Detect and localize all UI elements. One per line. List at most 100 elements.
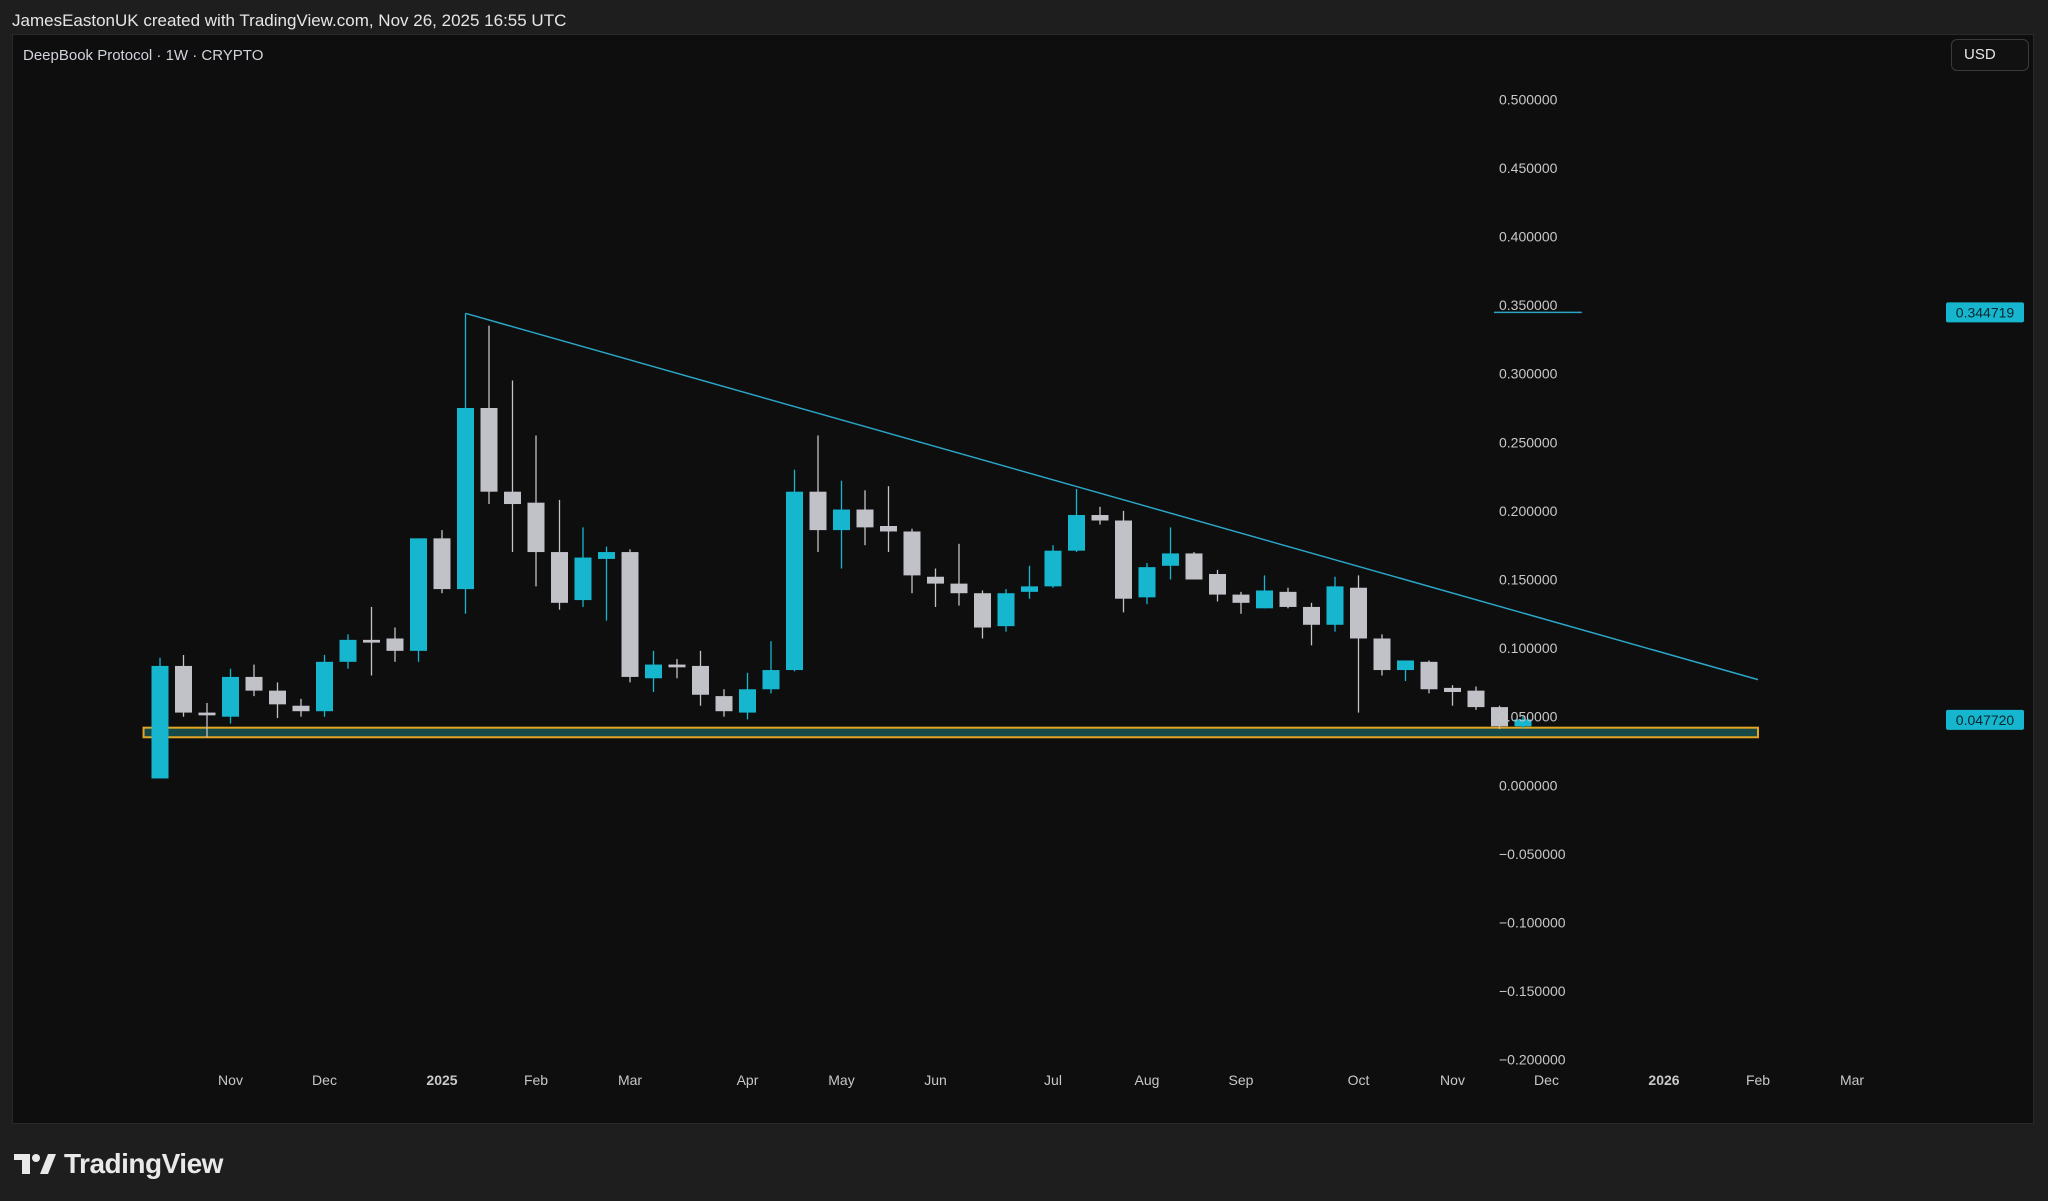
- y-axis-tick-label: 0.250000: [1499, 434, 1558, 450]
- y-axis-tick-label: 0.150000: [1499, 572, 1558, 588]
- candle-body: [433, 538, 451, 590]
- candle-body: [927, 576, 944, 584]
- x-axis-tick-label: Apr: [737, 1072, 759, 1088]
- candle-body: [762, 670, 780, 690]
- candle-body: [903, 531, 921, 576]
- candle-body: [1303, 606, 1320, 625]
- price-level-badge: [1946, 709, 2024, 730]
- candle-body: [574, 557, 592, 601]
- candle-body: [551, 552, 568, 603]
- y-axis-tick-label: 0.100000: [1499, 640, 1558, 656]
- candle-body: [292, 705, 310, 712]
- candle-body: [856, 509, 874, 528]
- candlestick-chart[interactable]: 0.500000 0.450000 0.400000 0.350000 0.300000…: [13, 35, 2035, 1125]
- y-axis-tick-label: 0.500000: [1499, 91, 1558, 107]
- candle-body: [809, 491, 827, 531]
- candle-body: [739, 689, 756, 713]
- price-level-label: 0.047720: [1956, 712, 2015, 728]
- y-axis-tick-label: 0.350000: [1499, 297, 1558, 313]
- candle-body: [1091, 515, 1109, 521]
- x-axis-tick-label: Mar: [1840, 1072, 1864, 1088]
- y-axis-tick-label: −0.200000: [1499, 1052, 1566, 1068]
- candle-body: [997, 593, 1015, 627]
- candle-body: [151, 665, 169, 779]
- candle-body: [833, 509, 850, 531]
- candle-body: [1256, 590, 1273, 609]
- candle-body: [316, 661, 333, 712]
- tradingview-logo[interactable]: TradingView: [14, 1146, 223, 1182]
- candle-body: [1162, 553, 1179, 566]
- candle-body: [692, 665, 709, 695]
- candle-body: [269, 690, 286, 705]
- y-axis-tick-label: −0.050000: [1499, 846, 1566, 862]
- symbol-title: DeepBook Protocol · 1W · CRYPTO: [23, 47, 264, 64]
- x-axis-tick-label: 2025: [426, 1072, 457, 1088]
- chart-panel[interactable]: 0.500000 0.450000 0.400000 0.350000 0.300000…: [12, 34, 2034, 1124]
- candle-body: [1420, 661, 1438, 690]
- price-level-badge: [1946, 302, 2024, 323]
- candle-body: [786, 491, 803, 671]
- candle-body: [621, 552, 639, 677]
- candle-body: [1514, 719, 1532, 727]
- descending-trendline: [465, 312, 1759, 681]
- x-axis-tick-label: Feb: [1746, 1072, 1770, 1088]
- x-axis-tick-label: Dec: [1534, 1072, 1559, 1088]
- candle-body: [339, 639, 357, 662]
- currency-button[interactable]: USD: [1951, 39, 2029, 71]
- candle-body: [1491, 707, 1508, 727]
- y-axis-tick-label: −0.100000: [1499, 915, 1566, 931]
- candle-body: [1068, 515, 1085, 551]
- candle-body: [222, 676, 239, 717]
- y-axis-tick-label: 0.400000: [1499, 229, 1558, 245]
- x-axis-tick-label: May: [828, 1072, 854, 1088]
- candle-body: [1044, 550, 1062, 587]
- candle-body: [1138, 567, 1156, 598]
- x-axis-tick-label: Feb: [524, 1072, 548, 1088]
- candle-body: [715, 696, 733, 712]
- candle-body: [1444, 687, 1461, 693]
- tradingview-logo-text: TradingView: [64, 1148, 223, 1179]
- candle-body: [880, 525, 897, 532]
- y-axis-tick-label: 0.000000: [1499, 777, 1558, 793]
- publisher-credit: JamesEastonUK created with TradingView.c…: [12, 11, 567, 30]
- candle-body: [1397, 660, 1414, 671]
- candle-body: [527, 502, 545, 553]
- price-level-label: 0.344719: [1956, 304, 2015, 320]
- y-axis-tick-label: 0.300000: [1499, 366, 1558, 382]
- x-axis-tick-label: Oct: [1348, 1072, 1370, 1088]
- top-bar: JamesEastonUK created with TradingView.c…: [0, 0, 2048, 34]
- candle-body: [1326, 586, 1344, 625]
- candle-body: [1279, 591, 1297, 607]
- x-axis-tick-label: Jul: [1044, 1072, 1062, 1088]
- candle-body: [198, 712, 216, 716]
- candle-body: [363, 639, 380, 643]
- candle-body: [386, 638, 404, 651]
- y-axis-tick-label: −0.150000: [1499, 983, 1566, 999]
- candle-body: [1467, 690, 1485, 708]
- x-axis-tick-label: Mar: [618, 1072, 642, 1088]
- x-axis-tick-label: 2026: [1648, 1072, 1679, 1088]
- candle-body: [1209, 574, 1226, 595]
- candle-body: [410, 538, 427, 651]
- candle-body: [480, 408, 498, 492]
- candle-body: [1373, 638, 1391, 671]
- candle-body: [950, 583, 968, 594]
- support-zone: [142, 726, 1759, 739]
- tradingview-logo-icon: [14, 1154, 56, 1174]
- candle-body: [1185, 553, 1203, 580]
- candle-body: [504, 491, 521, 505]
- x-axis-tick-label: Jun: [924, 1072, 947, 1088]
- candle-body: [1232, 594, 1250, 603]
- candle-body: [974, 593, 991, 628]
- candle-body: [645, 664, 662, 679]
- candle-body: [1350, 587, 1367, 639]
- candle-body: [245, 676, 263, 691]
- candle-body: [175, 665, 192, 713]
- y-axis-tick-label: 0.450000: [1499, 160, 1558, 176]
- candle-body: [668, 664, 686, 668]
- x-axis-tick-label: Nov: [218, 1072, 243, 1088]
- candle-body: [598, 552, 615, 559]
- candle-body: [457, 408, 474, 590]
- y-axis-tick-label: 0.200000: [1499, 503, 1558, 519]
- x-axis-tick-label: Sep: [1229, 1072, 1254, 1088]
